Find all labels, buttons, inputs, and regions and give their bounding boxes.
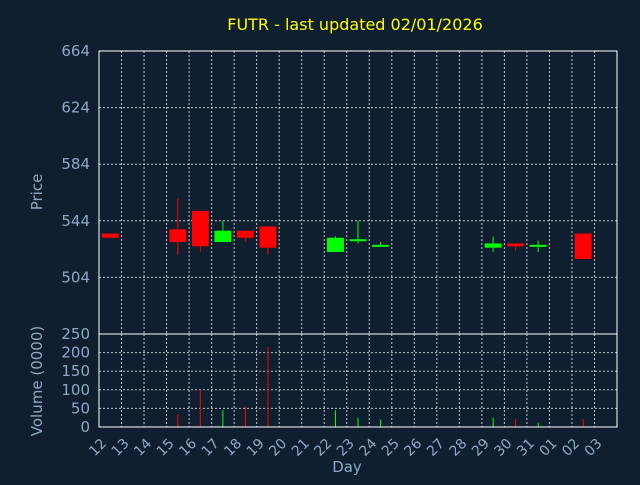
candle-body [484,243,502,248]
volume-tick-label: 100 [61,381,90,399]
volume-tick-label: 50 [71,399,90,417]
candle-body [236,230,254,238]
candle-body [372,244,389,247]
volume-grid [99,334,617,427]
volume-axis-label: Volume (0000) [28,326,46,436]
x-axis-label: Day [332,458,362,476]
volume-plot-frame [98,333,618,428]
candle-body [507,243,525,247]
candle-body [574,233,592,260]
volume-tick-label: 200 [61,344,90,362]
price-grid [99,51,617,334]
candle-body [101,233,119,238]
candle-body [327,237,344,252]
volume-tick-label: 150 [61,362,90,380]
price-tick-label: 664 [61,42,90,60]
price-tick-label: 624 [61,99,90,117]
volume-tick-label: 250 [61,325,90,343]
candle-body [529,244,547,247]
candle-body [259,226,277,248]
volume-bars [177,347,584,427]
price-candles [101,198,592,260]
candle-body [191,210,209,247]
x-tick-labels: 1213141516171819202122232425262728293031… [86,436,605,460]
price-axis-label: Price [28,174,46,211]
price-tick-label: 544 [61,212,90,230]
price-tick-label: 504 [61,268,90,286]
chart-title: FUTR - last updated 02/01/2026 [227,15,483,34]
price-tick-labels: 504 544 584 624 664 [61,42,90,286]
candle-body [214,230,232,243]
candle-body [169,229,187,243]
price-tick-label: 584 [61,155,90,173]
candle-body [349,239,367,242]
volume-tick-label: 0 [80,418,90,436]
